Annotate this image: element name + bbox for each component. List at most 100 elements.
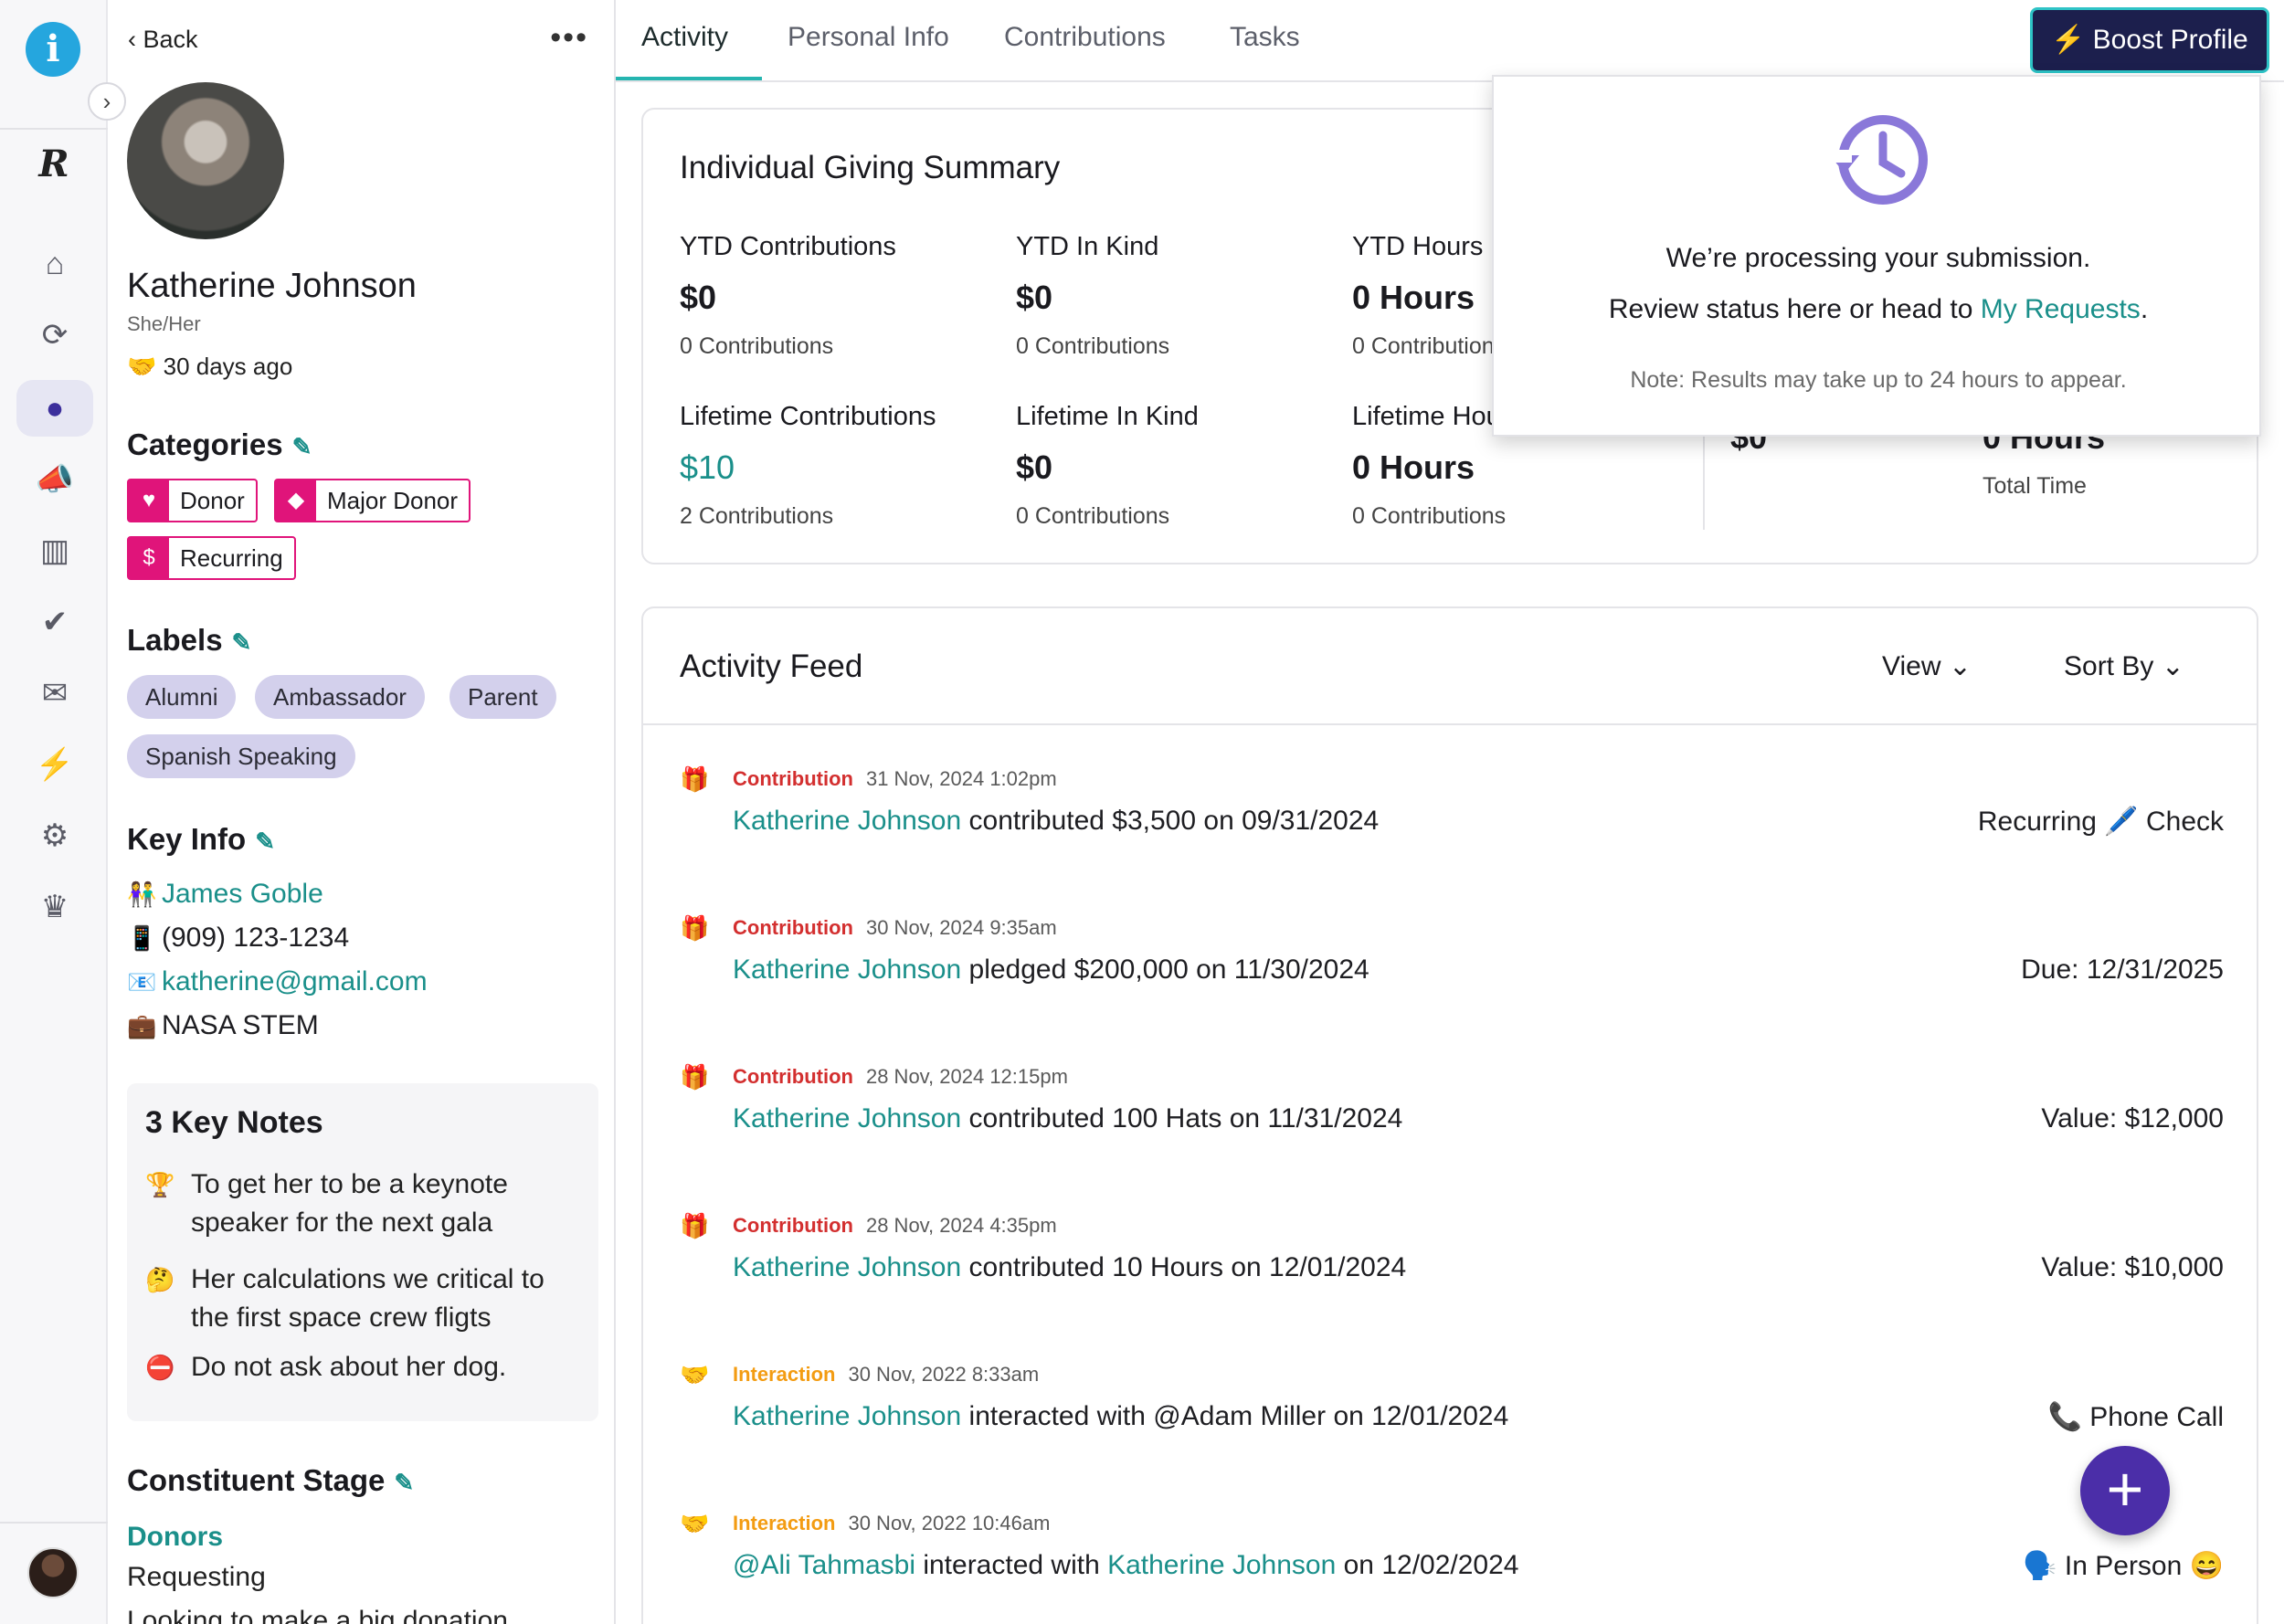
check-icon[interactable]: ✔ [41, 605, 69, 639]
feed-item: 🎁 Contribution 28 Nov, 2024 4:35pm Kather… [680, 1205, 2224, 1314]
view-dropdown[interactable]: View ⌄ [1882, 650, 1972, 682]
tab-personal-info[interactable]: Personal Info [788, 22, 949, 52]
feed-item-date: 28 Nov, 2024 12:15pm [865, 1065, 1068, 1088]
organization-logo[interactable]: R [38, 142, 69, 185]
category-tag-donor[interactable]: ♥ Donor [127, 479, 258, 522]
edit-keyinfo-icon[interactable]: ✎ [255, 828, 275, 855]
feed-item-text: contributed $3,500 on 09/31/2024 [961, 806, 1380, 836]
feed-item-summary: @Ali Tahmasbi interacted with Katherine … [733, 1550, 1518, 1581]
user-avatar[interactable] [27, 1547, 79, 1598]
feed-item-text: pledged $200,000 on 11/30/2024 [961, 954, 1369, 985]
actor-link[interactable]: Katherine Johnson [1107, 1550, 1337, 1580]
feed-item-meta: Value: $10,000 [2041, 1252, 2224, 1282]
gift-icon: 🎁 [680, 1212, 710, 1239]
stage-heading: Constituent Stage ✎ [127, 1463, 414, 1498]
feed-item-meta: Due: 12/31/2025 [2021, 954, 2224, 985]
crown-icon[interactable]: ♛ [40, 890, 69, 924]
label-chip-ambassador[interactable]: Ambassador [255, 675, 425, 719]
feed-item-type: Contribution [733, 916, 853, 939]
stat-count: 0 Contributions [1016, 333, 1170, 359]
feed-item-header: Contribution 28 Nov, 2024 12:15pm [733, 1065, 1068, 1089]
view-label: View [1882, 651, 1941, 681]
add-button[interactable]: + [2080, 1446, 2170, 1535]
stat-count: Total Time [1983, 473, 2087, 499]
feed-item-meta: 🗣️ In Person 😄 [2023, 1551, 2224, 1581]
tab-contributions[interactable]: Contributions [1004, 22, 1166, 52]
stat-label: YTD Hours [1352, 232, 1484, 261]
nav-rail: i › R ⌂ ⟳ ● 📣 ▥ ✔ ✉ ⚡ ⚙ ♛ [0, 0, 126, 1624]
key-note: ⛔ Do not ask about her dog. [145, 1348, 575, 1387]
actor-link[interactable]: Katherine Johnson [733, 1401, 962, 1431]
feed-item-header: Contribution 30 Nov, 2024 9:35am [733, 916, 1057, 940]
review-status-message: Review status here or head to My Request… [1494, 294, 2263, 325]
stage-title: Constituent Stage [127, 1463, 386, 1497]
actor-link[interactable]: Katherine Johnson [733, 1103, 962, 1134]
stat-label: Lifetime Contributions [680, 402, 936, 431]
tab-tasks[interactable]: Tasks [1230, 22, 1300, 52]
edit-stage-icon[interactable]: ✎ [394, 1469, 415, 1496]
label-chip-spanish-speaking[interactable]: Spanish Speaking [127, 734, 355, 778]
active-tab-indicator [616, 77, 762, 80]
feed-divider [643, 723, 2257, 725]
stat-label: Lifetime In Kind [1016, 402, 1199, 431]
lightning-icon: ⚡ [2051, 25, 2086, 55]
stat-count: 0 Contributions [1352, 333, 1507, 359]
stat-value: 0 Hours [1352, 279, 1475, 316]
label-chip-alumni[interactable]: Alumni [127, 675, 237, 719]
chart-icon[interactable]: ▥ [39, 533, 70, 568]
actor-link[interactable]: @Ali Tahmasbi [733, 1550, 915, 1580]
edit-labels-icon[interactable]: ✎ [231, 628, 252, 656]
feed-item-type: Interaction [733, 1363, 836, 1386]
more-options-icon[interactable]: ••• [550, 20, 588, 55]
megaphone-icon[interactable]: 📣 [35, 462, 75, 497]
mail-icon[interactable]: ✉ [41, 676, 69, 711]
feed-item-summary: Katherine Johnson contributed 100 Hats o… [733, 1103, 1402, 1134]
feed-item-date: 28 Nov, 2024 4:35pm [865, 1214, 1057, 1237]
my-requests-link[interactable]: My Requests [1980, 294, 2141, 324]
feed-item-date: 30 Nov, 2024 9:35am [865, 916, 1057, 939]
stage-group[interactable]: Donors [127, 1522, 223, 1552]
feed-item-date: 30 Nov, 2022 10:46am [848, 1512, 1051, 1534]
gear-icon[interactable]: ⚙ [40, 818, 69, 853]
feed-item: 🎁 Contribution 28 Nov, 2024 12:15pm Kathe… [680, 1056, 2224, 1165]
chevron-down-icon: ⌄ [2153, 651, 2184, 681]
phone-icon: 📱 [127, 924, 157, 952]
back-button[interactable]: ‹ Back [128, 26, 198, 54]
category-tag-recurring[interactable]: $ Recurring [127, 536, 296, 580]
pronouns: She/Her [127, 312, 201, 335]
edit-categories-icon[interactable]: ✎ [291, 433, 312, 460]
category-tag-major-donor[interactable]: ◆ Major Donor [274, 479, 471, 522]
boost-profile-button[interactable]: ⚡ Boost Profile [2030, 7, 2269, 73]
tab-activity[interactable]: Activity [641, 22, 729, 52]
app-logo-icon[interactable]: i [26, 22, 80, 77]
plug-icon[interactable]: ⚡ [35, 747, 75, 782]
actor-link[interactable]: Katherine Johnson [733, 806, 962, 836]
actor-link[interactable]: Katherine Johnson [733, 954, 962, 985]
key-note-text: Do not ask about her dog. [191, 1352, 507, 1382]
home-icon[interactable]: ⌂ [45, 247, 65, 281]
expand-panel-button[interactable]: › [88, 82, 126, 121]
network-icon[interactable]: ⟳ [41, 318, 69, 353]
sort-dropdown[interactable]: Sort By ⌄ [2064, 650, 2184, 682]
label-chip-parent[interactable]: Parent [449, 675, 556, 719]
chevron-down-icon: ⌄ [1940, 651, 1972, 681]
contact-link[interactable]: James Goble [162, 879, 323, 909]
email-link[interactable]: katherine@gmail.com [162, 966, 428, 997]
person-icon[interactable]: ● [16, 380, 93, 437]
feed-item-type: Contribution [733, 1065, 853, 1088]
stat-value[interactable]: $10 [680, 448, 735, 486]
people-icon: 👫 [127, 881, 157, 908]
review-status-suffix: . [2140, 294, 2149, 324]
keyinfo-heading: Key Info ✎ [127, 822, 275, 857]
key-note: 🤔 Her calculations we critical to the fir… [145, 1260, 575, 1337]
tab-bar: Activity Personal Info Contributions Tas… [616, 0, 2284, 82]
feed-item: 🤝 Interaction 30 Nov, 2022 8:33am Katheri… [680, 1354, 2224, 1463]
briefcase-icon: 💼 [127, 1012, 157, 1039]
stat-lifetime-in-kind: Lifetime In Kind $0 0 Contributions [1016, 402, 1327, 530]
thinking-face-icon: 🤔 [145, 1266, 175, 1293]
actor-link[interactable]: Katherine Johnson [733, 1252, 962, 1282]
keyinfo-title: Key Info [127, 822, 247, 856]
review-status-text: Review status here or head to [1608, 294, 1981, 324]
feed-item-text: interacted with @Adam Miller on 12/01/20… [961, 1401, 1509, 1431]
feed-item-date: 30 Nov, 2022 8:33am [848, 1363, 1040, 1386]
